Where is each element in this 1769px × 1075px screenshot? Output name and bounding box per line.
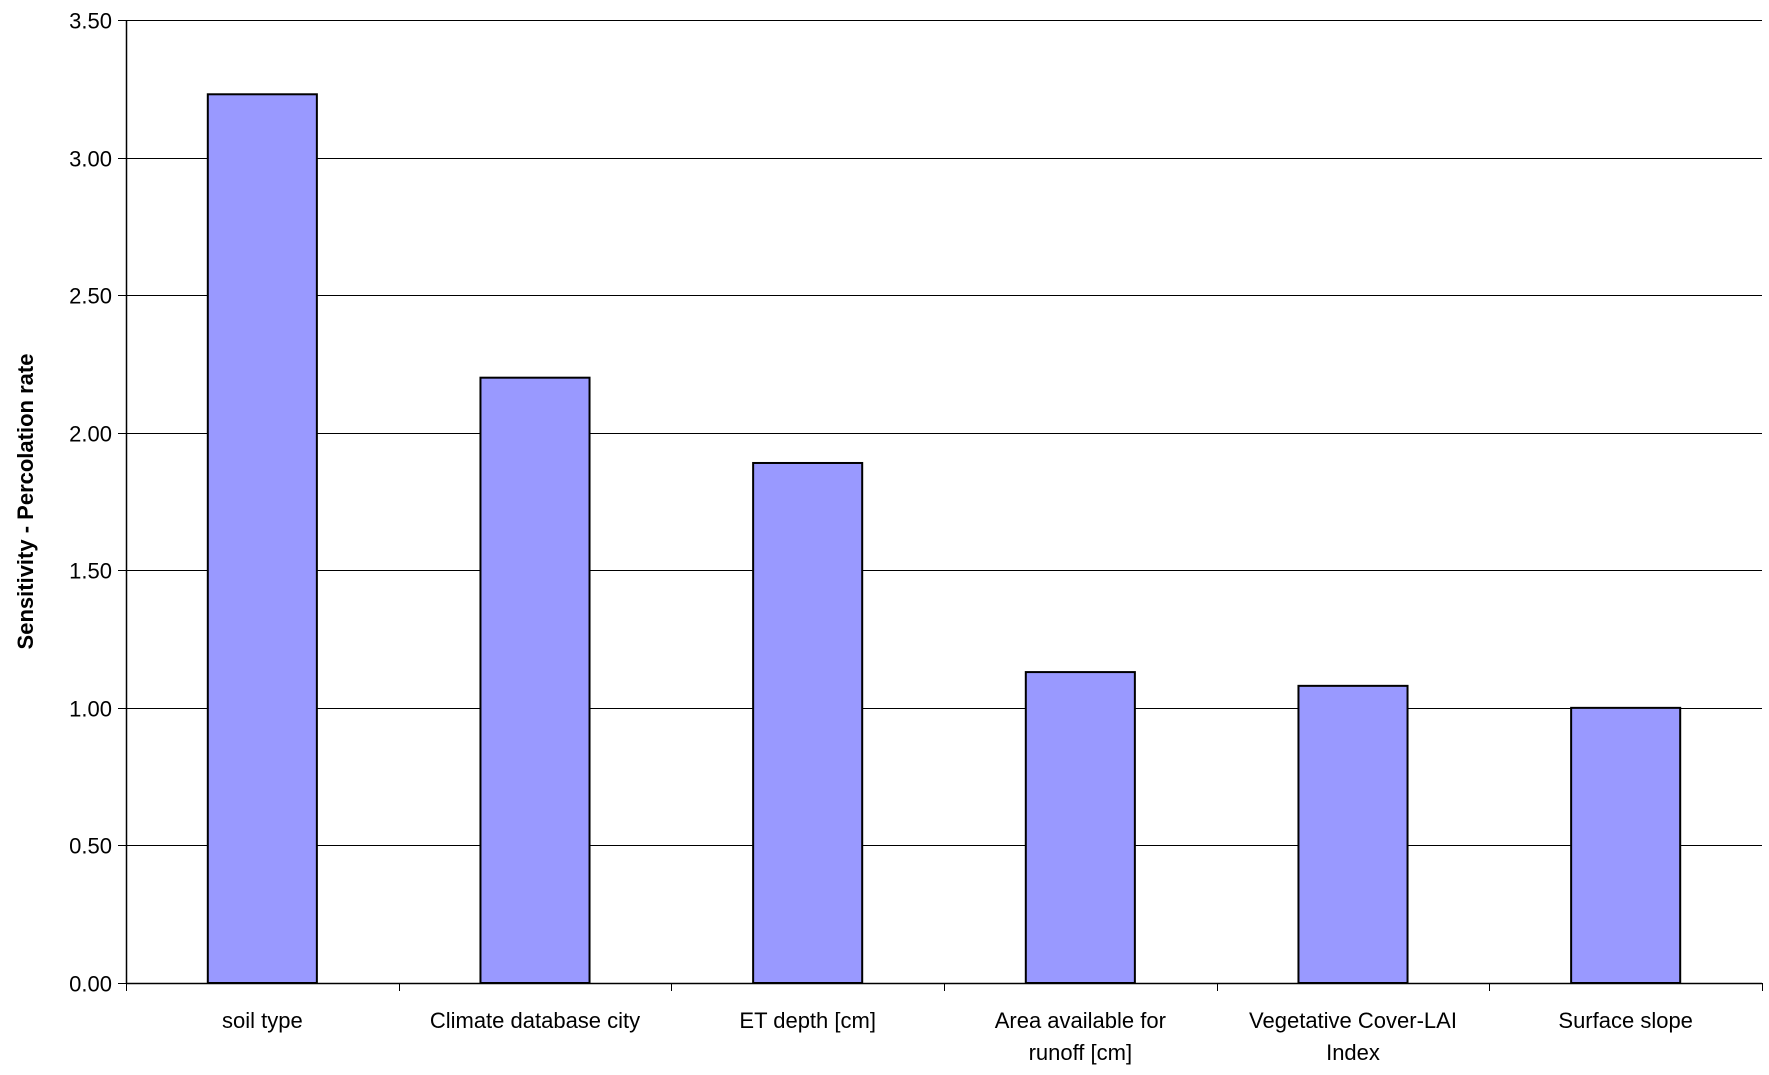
x-tick-label: Index xyxy=(1326,1040,1380,1065)
y-tick-label: 1.50 xyxy=(69,559,112,584)
gridlines xyxy=(126,21,1762,846)
bar xyxy=(1026,672,1135,983)
y-tick-label: 1.00 xyxy=(69,697,112,722)
bar xyxy=(208,94,317,983)
bar xyxy=(753,463,862,983)
y-tick-label: 0.00 xyxy=(69,972,112,997)
x-tick-label: Vegetative Cover-LAI xyxy=(1249,1008,1457,1033)
y-tick-label: 2.00 xyxy=(69,422,112,447)
bar xyxy=(480,378,589,983)
x-tick-label: Climate database city xyxy=(430,1008,640,1033)
y-tick-label: 3.50 xyxy=(69,9,112,34)
x-tick-label: soil type xyxy=(222,1008,303,1033)
bars xyxy=(208,94,1680,983)
x-tick-label: runoff [cm] xyxy=(1029,1040,1133,1065)
bar xyxy=(1571,708,1680,983)
y-tick-label: 3.00 xyxy=(69,147,112,172)
bar xyxy=(1298,686,1407,983)
y-axis-title: Sensitivity - Percolation rate xyxy=(13,354,38,650)
y-tick-label: 0.50 xyxy=(69,834,112,859)
x-tick-label: Surface slope xyxy=(1558,1008,1693,1033)
y-tick-label: 2.50 xyxy=(69,284,112,309)
x-tick-label: Area available for xyxy=(995,1008,1166,1033)
x-tick-label: ET depth [cm] xyxy=(739,1008,876,1033)
